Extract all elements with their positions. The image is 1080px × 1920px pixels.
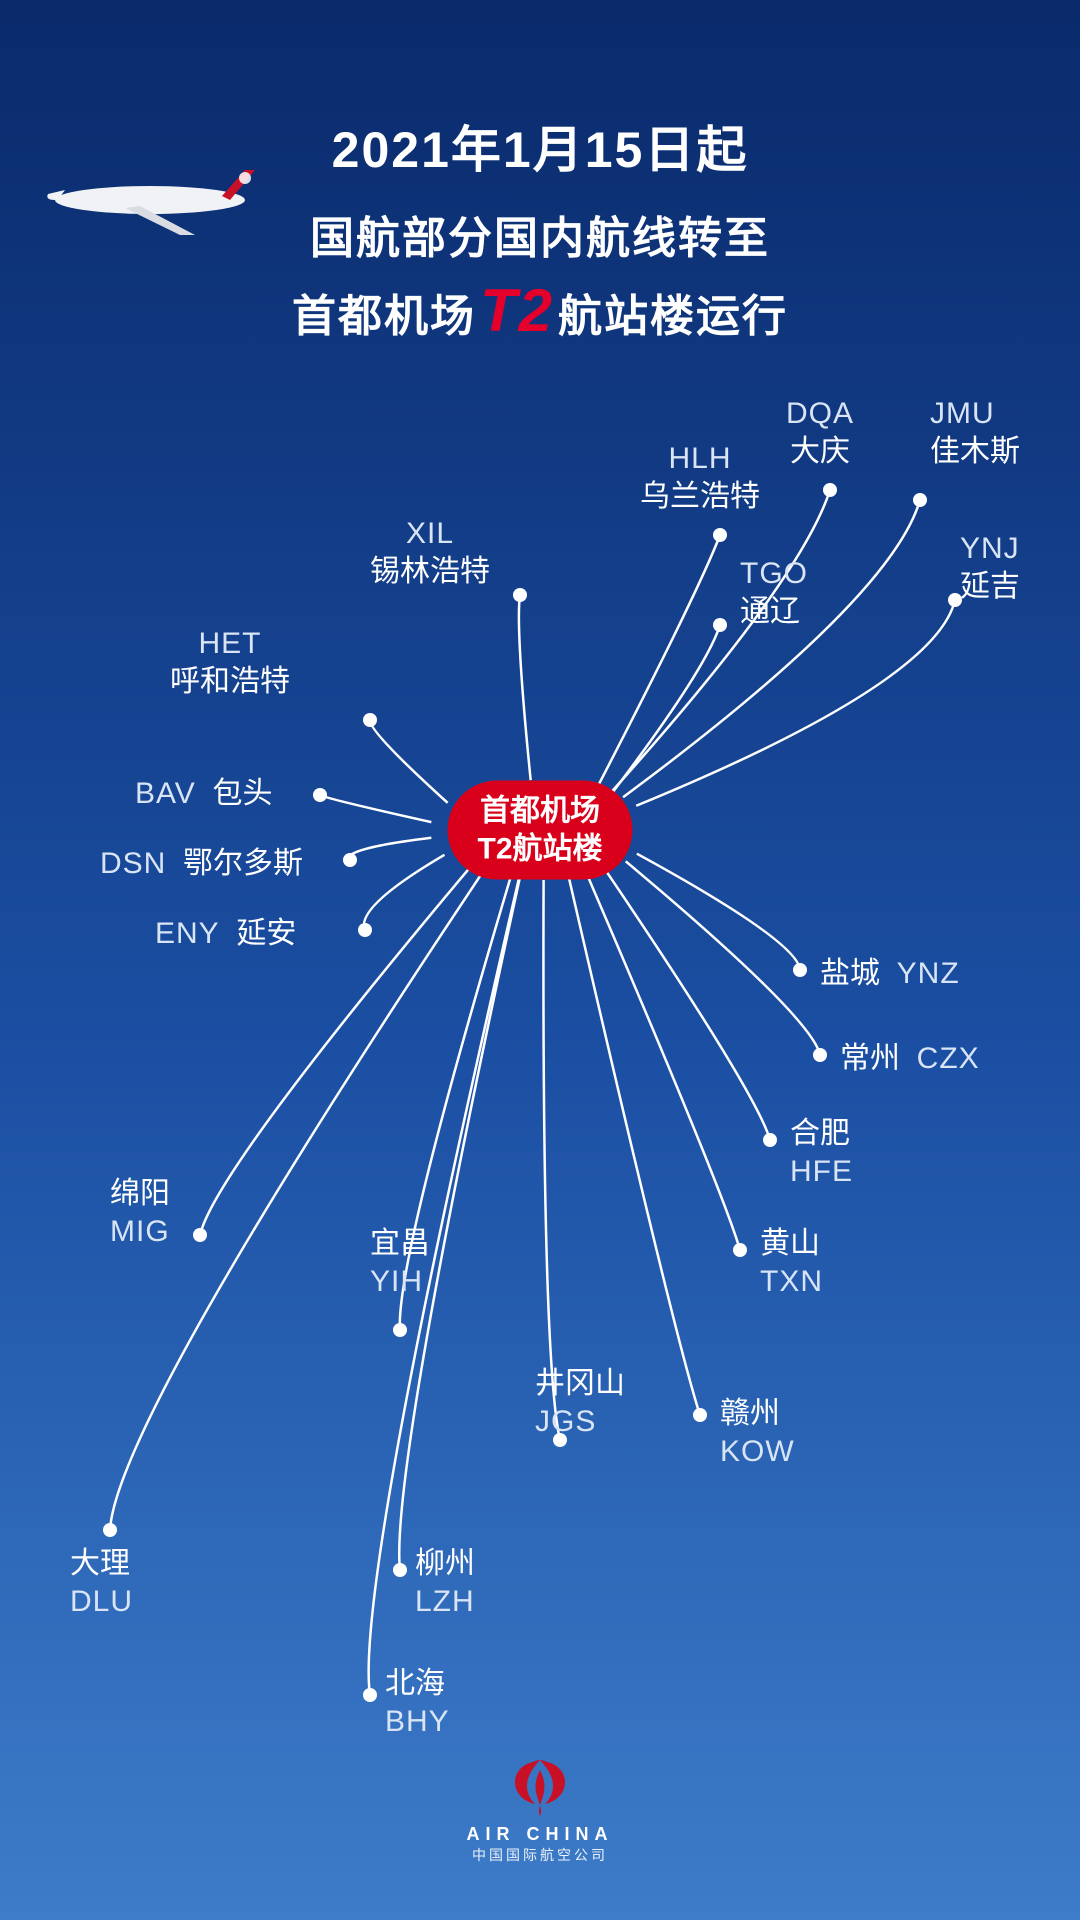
destination-label: DSN 鄂尔多斯 [100, 845, 303, 883]
destination-label: JMU 佳木斯 [930, 395, 1020, 470]
destination-label: 盐城 YNZ [820, 955, 960, 993]
destination-label: ENY 延安 [155, 915, 296, 953]
airport-code: DQA [786, 397, 854, 430]
airport-code: YNJ [960, 532, 1020, 565]
airport-code: TXN [760, 1265, 823, 1298]
city-name: 北海 [385, 1667, 445, 1700]
destination-label: 宜昌 YIH [370, 1225, 430, 1300]
destination-label: XIL 锡林浩特 [370, 515, 490, 590]
air-china-logo-icon [505, 1758, 575, 1818]
destination-label: 赣州 KOW [720, 1395, 795, 1470]
city-name: 鄂尔多斯 [183, 847, 303, 880]
airport-code: JGS [535, 1405, 596, 1438]
airport-code: LZH [415, 1585, 475, 1618]
airport-code: DSN [100, 847, 166, 880]
airport-code: DLU [70, 1585, 133, 1618]
destination-label: 常州 CZX [840, 1040, 980, 1078]
city-name: 黄山 [760, 1227, 820, 1260]
airport-code: ENY [155, 917, 220, 950]
airport-code: HET [199, 627, 262, 660]
airport-code: YNZ [897, 957, 960, 990]
destination-label: 北海 BHY [385, 1665, 450, 1740]
city-name: 锡林浩特 [370, 555, 490, 588]
footer-brand: AIR CHINA 中国国际航空公司 [0, 1758, 1080, 1865]
city-name: 合肥 [790, 1117, 850, 1150]
airport-code: YIH [370, 1265, 423, 1298]
destination-label: 大理 DLU [70, 1545, 133, 1620]
destination-label: TGO 通辽 [740, 555, 808, 630]
city-name: 包头 [212, 777, 272, 810]
destination-label: YNJ 延吉 [960, 530, 1020, 605]
destination-label: 井冈山 JGS [535, 1365, 625, 1440]
city-name: 乌兰浩特 [640, 480, 760, 513]
city-name: 佳木斯 [930, 435, 1020, 468]
airport-code: KOW [720, 1435, 795, 1468]
city-name: 井冈山 [535, 1367, 625, 1400]
destination-label: DQA 大庆 [786, 395, 854, 470]
city-name: 绵阳 [110, 1177, 170, 1210]
destination-label: 柳州 LZH [415, 1545, 475, 1620]
destination-label: BAV 包头 [135, 775, 272, 813]
city-name: 常州 [840, 1042, 900, 1075]
city-name: 盐城 [820, 957, 880, 990]
city-name: 大理 [70, 1547, 130, 1580]
brand-cn: 中国国际航空公司 [0, 1845, 1080, 1865]
airport-code: TGO [740, 557, 808, 590]
brand-en: AIR CHINA [0, 1824, 1080, 1845]
destination-label: HET 呼和浩特 [170, 625, 290, 700]
city-name: 大庆 [790, 435, 850, 468]
city-name: 呼和浩特 [170, 665, 290, 698]
city-name: 延吉 [960, 570, 1020, 603]
airport-code: JMU [930, 397, 995, 430]
city-name: 宜昌 [370, 1227, 430, 1260]
destination-label: 合肥 HFE [790, 1115, 853, 1190]
airport-code: BHY [385, 1705, 450, 1738]
city-name: 延安 [236, 917, 296, 950]
airport-code: XIL [406, 517, 454, 550]
city-name: 通辽 [740, 595, 800, 628]
city-name: 柳州 [415, 1547, 475, 1580]
destination-label: 绵阳 MIG [110, 1175, 170, 1250]
airport-code: MIG [110, 1215, 170, 1248]
airport-code: HLH [668, 442, 731, 475]
destination-label: HLH 乌兰浩特 [640, 440, 760, 515]
airport-code: BAV [135, 777, 196, 810]
destination-label: 黄山 TXN [760, 1225, 823, 1300]
city-name: 赣州 [720, 1397, 780, 1430]
labels-layer: JMU 佳木斯 DQA 大庆 YNJ 延吉 HLH 乌兰浩特 TGO 通辽 XIL 锡林浩特 HET 呼和… [0, 0, 1080, 1920]
airport-code: HFE [790, 1155, 853, 1188]
route-infographic: 2021年1月15日起 国航部分国内航线转至 首都机场T2航站楼运行 首都机场 … [0, 0, 1080, 1920]
airport-code: CZX [917, 1042, 980, 1075]
